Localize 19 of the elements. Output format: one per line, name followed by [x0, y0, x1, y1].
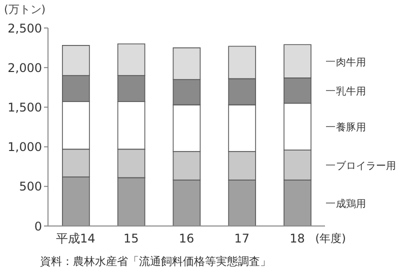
y-tick-label: 500: [19, 180, 42, 194]
legend-label: 養豚用: [336, 122, 366, 134]
y-tick-label: 1,000: [8, 140, 42, 154]
x-axis-title: (年度): [315, 232, 346, 245]
text: 資料：農林水産省「流通飼料価格等実態調査」: [40, 254, 271, 269]
x-tick-label: 平成14: [56, 232, 96, 246]
legend-label: 成鶏用: [336, 198, 366, 210]
y-tick-label: 2,000: [8, 60, 42, 75]
x-tick-label: 17: [234, 232, 250, 246]
legend-label: 乳牛用: [336, 86, 366, 98]
x-tick-label: 18: [290, 232, 305, 246]
x-tick-label: 16: [178, 232, 194, 246]
legend-label: 肉牛用: [336, 56, 366, 68]
y-tick-label: 0: [34, 219, 42, 234]
y-tick-label: 1,500: [8, 100, 42, 114]
y-axis-title: (万トン): [4, 2, 46, 17]
legend-label: ブロイラー用: [336, 160, 396, 172]
x-tick-label: 15: [123, 232, 139, 246]
y-tick-label: 2,500: [8, 21, 42, 36]
